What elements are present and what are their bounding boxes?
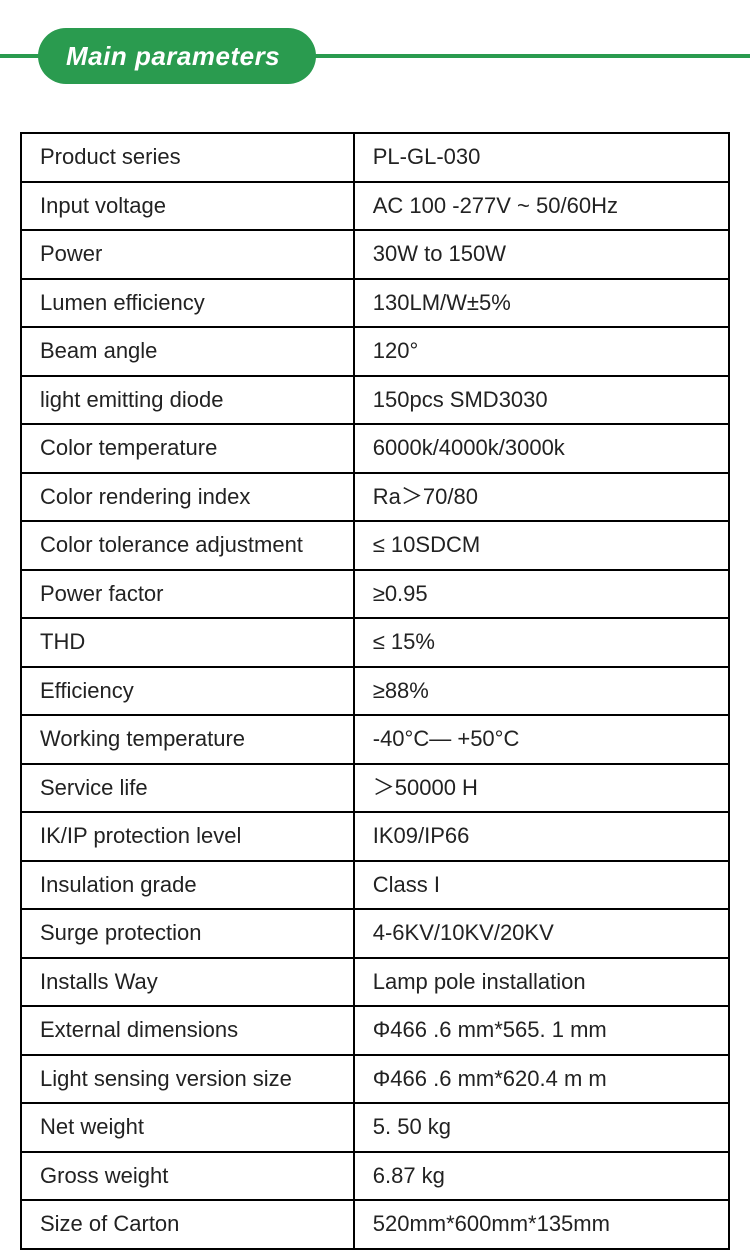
table-row: Input voltageAC 100 -277V ~ 50/60Hz — [21, 182, 729, 231]
spec-value: -40°C— +50°C — [354, 715, 729, 764]
spec-value: 6.87 kg — [354, 1152, 729, 1201]
spec-table-body: Product seriesPL-GL-030 Input voltageAC … — [21, 133, 729, 1249]
table-row: Insulation gradeClass I — [21, 861, 729, 910]
spec-label: Net weight — [21, 1103, 354, 1152]
table-row: Service life＞50000 H — [21, 764, 729, 813]
spec-table-container: Product seriesPL-GL-030 Input voltageAC … — [20, 132, 730, 1250]
spec-label: Working temperature — [21, 715, 354, 764]
spec-label: Size of Carton — [21, 1200, 354, 1249]
table-row: Beam angle120° — [21, 327, 729, 376]
table-row: Gross weight6.87 kg — [21, 1152, 729, 1201]
spec-value: ≥88% — [354, 667, 729, 716]
spec-label: Power — [21, 230, 354, 279]
spec-label: Power factor — [21, 570, 354, 619]
spec-label: Installs Way — [21, 958, 354, 1007]
spec-value: Ra＞70/80 — [354, 473, 729, 522]
spec-value: ≤ 15% — [354, 618, 729, 667]
spec-value: 150pcs SMD3030 — [354, 376, 729, 425]
table-row: Color temperature6000k/4000k/3000k — [21, 424, 729, 473]
spec-label: Color tolerance adjustment — [21, 521, 354, 570]
spec-value: 520mm*600mm*135mm — [354, 1200, 729, 1249]
spec-label: Beam angle — [21, 327, 354, 376]
table-row: Lumen efficiency130LM/W±5% — [21, 279, 729, 328]
spec-label: Color rendering index — [21, 473, 354, 522]
table-row: Size of Carton520mm*600mm*135mm — [21, 1200, 729, 1249]
table-row: Power factor≥0.95 — [21, 570, 729, 619]
spec-value: 5. 50 kg — [354, 1103, 729, 1152]
table-row: Power30W to 150W — [21, 230, 729, 279]
spec-label: Gross weight — [21, 1152, 354, 1201]
table-row: THD≤ 15% — [21, 618, 729, 667]
spec-value: 4-6KV/10KV/20KV — [354, 909, 729, 958]
spec-label: Insulation grade — [21, 861, 354, 910]
table-row: External dimensionsΦ466 .6 mm*565. 1 mm — [21, 1006, 729, 1055]
table-row: Color tolerance adjustment≤ 10SDCM — [21, 521, 729, 570]
header-pill: Main parameters — [38, 28, 316, 84]
spec-value: IK09/IP66 — [354, 812, 729, 861]
spec-value: 6000k/4000k/3000k — [354, 424, 729, 473]
table-row: light emitting diode150pcs SMD3030 — [21, 376, 729, 425]
spec-label: Surge protection — [21, 909, 354, 958]
spec-value: ＞50000 H — [354, 764, 729, 813]
spec-label: External dimensions — [21, 1006, 354, 1055]
spec-value: Class I — [354, 861, 729, 910]
spec-value: Lamp pole installation — [354, 958, 729, 1007]
section-header: Main parameters — [0, 28, 750, 84]
table-row: Working temperature-40°C— +50°C — [21, 715, 729, 764]
spec-value: Φ466 .6 mm*565. 1 mm — [354, 1006, 729, 1055]
spec-value: Φ466 .6 mm*620.4 m m — [354, 1055, 729, 1104]
spec-label: Light sensing version size — [21, 1055, 354, 1104]
spec-value: ≥0.95 — [354, 570, 729, 619]
spec-label: Efficiency — [21, 667, 354, 716]
table-row: Net weight5. 50 kg — [21, 1103, 729, 1152]
table-row: Color rendering indexRa＞70/80 — [21, 473, 729, 522]
table-row: Surge protection4-6KV/10KV/20KV — [21, 909, 729, 958]
spec-label: Input voltage — [21, 182, 354, 231]
spec-label: Product series — [21, 133, 354, 182]
spec-table: Product seriesPL-GL-030 Input voltageAC … — [20, 132, 730, 1250]
spec-label: THD — [21, 618, 354, 667]
table-row: Product seriesPL-GL-030 — [21, 133, 729, 182]
spec-label: Service life — [21, 764, 354, 813]
table-row: Efficiency≥88% — [21, 667, 729, 716]
spec-value: PL-GL-030 — [354, 133, 729, 182]
spec-label: light emitting diode — [21, 376, 354, 425]
spec-value: ≤ 10SDCM — [354, 521, 729, 570]
header-title: Main parameters — [66, 41, 280, 72]
table-row: IK/IP protection levelIK09/IP66 — [21, 812, 729, 861]
spec-label: Color temperature — [21, 424, 354, 473]
spec-label: IK/IP protection level — [21, 812, 354, 861]
spec-value: 120° — [354, 327, 729, 376]
spec-label: Lumen efficiency — [21, 279, 354, 328]
table-row: Light sensing version sizeΦ466 .6 mm*620… — [21, 1055, 729, 1104]
spec-value: AC 100 -277V ~ 50/60Hz — [354, 182, 729, 231]
table-row: Installs WayLamp pole installation — [21, 958, 729, 1007]
spec-value: 30W to 150W — [354, 230, 729, 279]
spec-value: 130LM/W±5% — [354, 279, 729, 328]
